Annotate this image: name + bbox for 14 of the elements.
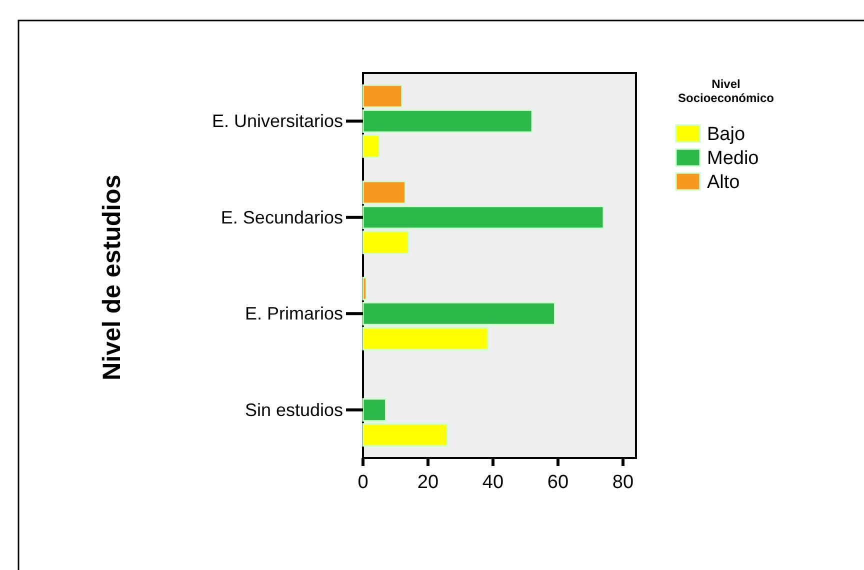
y-tick-label: E. Universitarios [212,111,343,132]
legend-label: Bajo [707,124,746,145]
y-tick-label: E. Secundarios [220,207,343,228]
x-tick-label: 20 [417,472,439,493]
x-tick-label: 80 [612,472,634,493]
legend-label: Alto [707,172,740,193]
y-tick-label: E. Primarios [244,304,343,324]
legend-title: Nivel Socioeconómico [678,77,774,105]
y-axis-title: Nivel de estudios [98,174,126,380]
x-tick-label: 0 [358,472,368,493]
x-tick-label: 60 [547,472,569,493]
y-tick-label: Sin estudios [244,400,343,420]
legend-label: Medio [707,148,759,169]
x-tick-label: 40 [482,472,504,493]
